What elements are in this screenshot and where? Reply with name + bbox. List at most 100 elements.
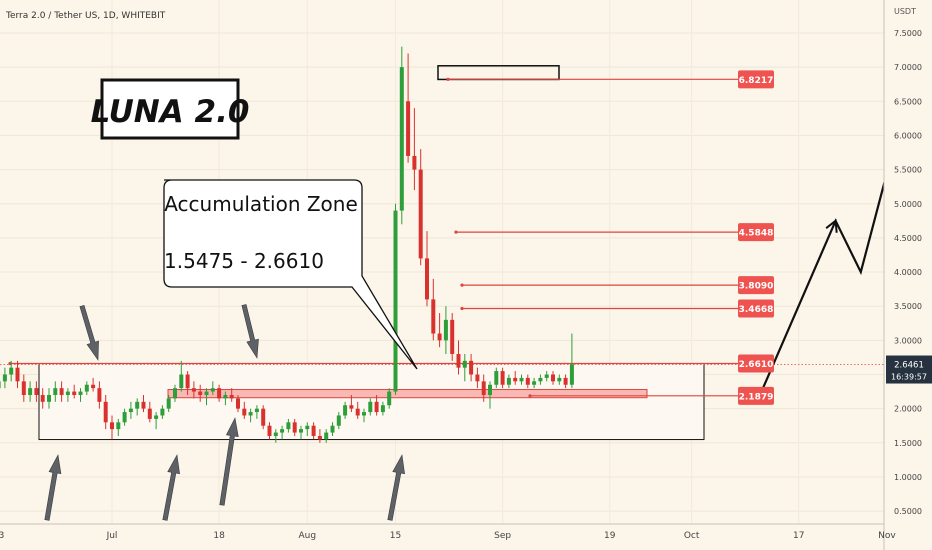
candle	[532, 377, 537, 389]
candle-body	[110, 422, 114, 430]
candle	[569, 333, 574, 389]
candle	[65, 388, 70, 402]
luna-title-box-frame	[100, 78, 240, 140]
candle	[91, 377, 96, 392]
y-tick-label: 6.0000	[894, 131, 922, 140]
level-price-tag	[738, 299, 774, 318]
candle	[223, 391, 228, 406]
candle	[469, 354, 474, 382]
candle	[538, 374, 543, 385]
level-price-text: 2.6610	[739, 360, 774, 370]
candle	[191, 381, 196, 399]
callout-bubble	[163, 179, 418, 370]
candle-body	[122, 412, 127, 423]
candle-body	[34, 388, 39, 395]
candle	[362, 408, 366, 423]
resistance-anchor-dot	[446, 77, 450, 81]
candle	[248, 408, 253, 423]
candle	[343, 401, 348, 419]
candle-body	[324, 432, 329, 440]
candle	[229, 388, 234, 402]
candle-body	[229, 394, 234, 399]
candle	[317, 429, 322, 443]
x-tick-label: Sep	[494, 531, 511, 541]
candle-body	[2, 374, 7, 382]
candle-body	[280, 429, 285, 433]
candle	[147, 401, 152, 423]
candle	[513, 371, 518, 385]
candle-body	[236, 398, 240, 409]
candle-body	[362, 412, 366, 416]
candle-body	[317, 435, 322, 440]
level-price-tag	[738, 223, 774, 242]
candle	[0, 381, 1, 389]
resistance-anchor-dot	[528, 394, 532, 398]
resistance-anchor-dot	[460, 306, 464, 311]
candle-body	[198, 391, 203, 395]
y-tick-layer: 7.5000 7.0000 6.5000 6.0000 5.5000 5.0000 4.50…	[894, 29, 922, 516]
y-tick-label: 3.0000	[894, 336, 922, 345]
candle	[267, 422, 272, 440]
pointer-arrow-icon	[241, 304, 259, 359]
candle	[456, 340, 461, 375]
level-price-text: 3.8090	[739, 282, 774, 292]
candle-body	[72, 391, 77, 395]
zone-layer	[38, 65, 705, 441]
candle	[368, 398, 373, 416]
candle	[122, 408, 127, 426]
candle-body	[28, 388, 33, 395]
candle	[437, 313, 442, 348]
candle	[280, 425, 285, 440]
y-tick-label: 7.0000	[894, 63, 922, 72]
candle	[254, 405, 259, 419]
candle-body	[399, 67, 404, 211]
candle	[236, 394, 240, 413]
pointer-arrow-icon	[79, 305, 99, 361]
candle-body	[538, 377, 543, 382]
x-tick-label: Oct	[684, 531, 700, 541]
candle-body	[305, 425, 310, 430]
candle	[387, 388, 392, 409]
candle-body	[9, 367, 14, 375]
candle-body	[488, 384, 492, 395]
countdown-text: 16:39:57	[891, 373, 927, 382]
candle-body	[166, 398, 171, 409]
candle-body	[406, 101, 411, 156]
candle	[563, 374, 568, 389]
candle	[393, 203, 398, 395]
candle	[355, 401, 360, 419]
candle	[519, 374, 524, 385]
candle-body	[78, 391, 83, 395]
candle-body	[481, 381, 486, 395]
candle-body	[431, 299, 436, 334]
level-price-tag	[738, 386, 774, 405]
candle-body	[223, 394, 228, 399]
candle-body	[513, 377, 518, 382]
candle	[103, 394, 108, 430]
candle	[544, 371, 549, 382]
support-band	[167, 389, 648, 399]
y-tick-label: 4.5000	[894, 234, 922, 243]
price-axis-panel[interactable]	[884, 0, 932, 524]
candle-body	[525, 377, 530, 385]
candle-body	[65, 391, 70, 395]
candle-body	[135, 401, 140, 409]
candle	[380, 401, 385, 416]
candle	[450, 313, 455, 361]
y-tick-label: 5.5000	[894, 166, 922, 175]
candle	[431, 278, 436, 341]
x-tick-label: 18	[213, 531, 225, 541]
candle-body	[0, 381, 1, 389]
candle	[494, 367, 499, 389]
candle-body	[261, 408, 266, 426]
level-price-text: 2.1879	[739, 392, 774, 402]
candle-body	[286, 422, 291, 430]
luna-title-text: LUNA 2.0	[91, 94, 250, 130]
candle	[154, 412, 159, 430]
candle	[412, 108, 417, 191]
candle-body	[128, 408, 133, 413]
level-price-tag	[738, 276, 774, 295]
candle-body	[242, 408, 247, 416]
candle	[179, 360, 184, 392]
luna-title-box: LUNA 2.0	[91, 78, 250, 140]
